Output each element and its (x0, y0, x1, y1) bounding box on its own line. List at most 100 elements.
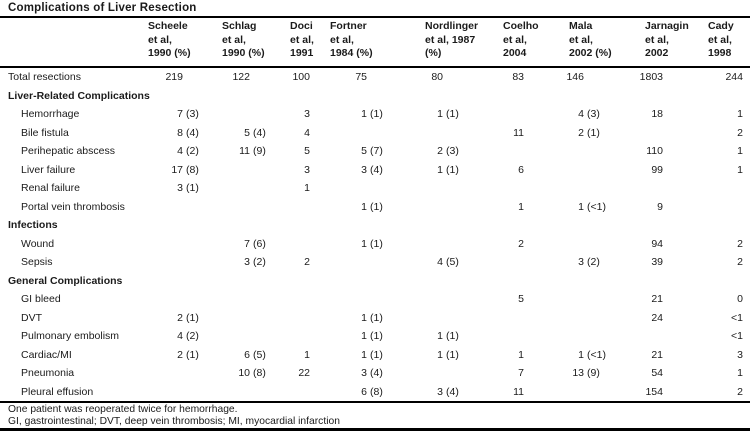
section-label: Liver-Related Complications (8, 89, 150, 102)
table-cell: 6 (8) (330, 383, 422, 402)
row-label: Pleural effusion (21, 385, 94, 398)
cell-number: 1 (361, 348, 367, 361)
table-cell: 22 (290, 364, 330, 383)
cell-number: 219 (165, 71, 183, 83)
table-cell: 3 (4) (330, 161, 422, 180)
cell-number: 21 (651, 293, 663, 305)
cell-number: 2 (177, 311, 183, 324)
cell-number: 1 (578, 348, 584, 361)
table-cell: 7 (6) (222, 235, 288, 254)
cell-number: 1 (437, 163, 443, 176)
table-cell: 1 (1) (425, 346, 501, 365)
cell-percent: (1) (370, 200, 383, 213)
table-cell: 10 (8) (222, 364, 288, 383)
header-rule (0, 66, 750, 68)
cell-percent: (1) (587, 126, 600, 139)
cell-percent: (1) (370, 348, 383, 361)
table-cell: 3 (4) (425, 383, 501, 402)
column-header-line: 2004 (503, 47, 527, 60)
cell-number: 11 (239, 145, 250, 157)
cell-percent: (7) (370, 145, 383, 157)
cell-number: 3 (737, 348, 743, 361)
table-cell: 2 (1) (148, 346, 220, 365)
table-cell: 1 (<1) (569, 198, 643, 217)
row-label: Perihepatic abscess (21, 145, 115, 157)
table-cell: 2 (708, 253, 750, 272)
table-row: Perihepatic abscess 4 (2) 11 (9) 5 5 (7) 2 (3) 110… (0, 142, 750, 161)
column-header-line: 2002 (%) (569, 47, 612, 60)
cell-number: 99 (651, 163, 663, 176)
column-header-coelho: Coelho et al, 2004 (503, 20, 566, 61)
title-rule (0, 16, 750, 18)
cell-number: 5 (244, 126, 250, 139)
cell-number: 3 (304, 163, 310, 176)
table-cell: 1 (290, 346, 330, 365)
cell-percent: (2) (186, 145, 199, 157)
cell-percent: (8) (370, 385, 383, 398)
cell-number: 11 (513, 126, 524, 139)
column-header-line: Nordlinger (425, 20, 479, 32)
cell-percent: (<1) (587, 200, 606, 213)
cell-percent: (1) (446, 163, 459, 176)
table-cell: 18 (645, 105, 706, 124)
cell-number: 75 (355, 71, 367, 83)
cell-number: 94 (651, 237, 663, 250)
table-cell: 1 (1) (330, 346, 422, 365)
cell-number: 39 (651, 256, 663, 268)
column-header-line: Fortner (330, 20, 367, 32)
table-cell: 11 (9) (222, 142, 288, 161)
cell-number: 2 (437, 145, 443, 157)
column-header-line: et al, (569, 33, 593, 46)
table-cell: 1 (503, 346, 566, 365)
column-header-line: et al, (290, 33, 314, 46)
column-header-jarnagin: Jarnagin et al, 2002 (645, 20, 706, 61)
cell-percent: (1) (186, 182, 199, 194)
cell-percent: (1) (370, 237, 383, 250)
cell-percent: (1) (446, 330, 459, 342)
table-cell: 0 (708, 290, 750, 309)
column-header-line: Doci (290, 20, 313, 32)
table-cell: <1 (708, 309, 750, 328)
column-header-line: Coelho (503, 20, 539, 32)
cell-percent: (4) (253, 126, 266, 139)
table-header-row: Scheele et al, 1990 (%) Schlag et al, 1990 (%… (0, 20, 750, 66)
table-row: Pulmonary embolism 4 (2) 1 (1) 1 (1) <1 (0, 327, 750, 346)
table-cell: 3 (1) (148, 179, 220, 198)
table-row: GI bleed 5 21 0 (0, 290, 750, 309)
cell-number: 1803 (639, 71, 663, 83)
cell-number: 1 (437, 348, 443, 361)
table-cell: 1 (503, 198, 566, 217)
cell-number: <1 (731, 330, 743, 342)
table-cell: 9 (645, 198, 706, 217)
table-cell: 17 (8) (148, 161, 220, 180)
table-cell: 3 (290, 161, 330, 180)
cell-number: 1 (361, 330, 367, 342)
table-cell: 13 (9) (569, 364, 643, 383)
row-label: Hemorrhage (21, 108, 80, 120)
table-row: Cardiac/MI 2 (1) 6 (5) 1 1 (1) 1 (1) 1 1 (<1) 21 3 (0, 346, 750, 365)
table-cell: 4 (2) (148, 142, 220, 161)
table-body: Total resections 219 122 100 75 80 83 146 1803 24… (0, 68, 750, 401)
table-cell: 3 (2) (569, 253, 643, 272)
table-cell: 1 (1) (425, 161, 501, 180)
table-row: Wound 7 (6) 1 (1) 2 94 2 (0, 235, 750, 254)
section-row: General Complications (0, 272, 750, 291)
cell-number: 2 (518, 237, 524, 250)
row-label: Wound (21, 237, 55, 250)
column-header-line: Jarnagin (645, 20, 689, 32)
cell-number: 2 (737, 237, 743, 250)
cell-number: 146 (566, 71, 584, 83)
table-cell: 100 (290, 68, 330, 87)
cell-number: 4 (578, 108, 584, 120)
cell-number: 100 (292, 71, 310, 83)
cell-percent: (3) (587, 108, 600, 120)
cell-number: 1 (737, 163, 743, 176)
table-row: Bile fistula 8 (4) 5 (4) 4 11 2 (1) 2 (0, 124, 750, 143)
cell-percent: (4) (446, 385, 459, 398)
cell-percent: (1) (446, 108, 459, 120)
table-cell: 1 (1) (330, 235, 422, 254)
table-cell: 1 (708, 105, 750, 124)
column-header-line: Mala (569, 20, 593, 32)
cell-number: 11 (513, 385, 524, 398)
cell-number: 1 (361, 108, 367, 120)
